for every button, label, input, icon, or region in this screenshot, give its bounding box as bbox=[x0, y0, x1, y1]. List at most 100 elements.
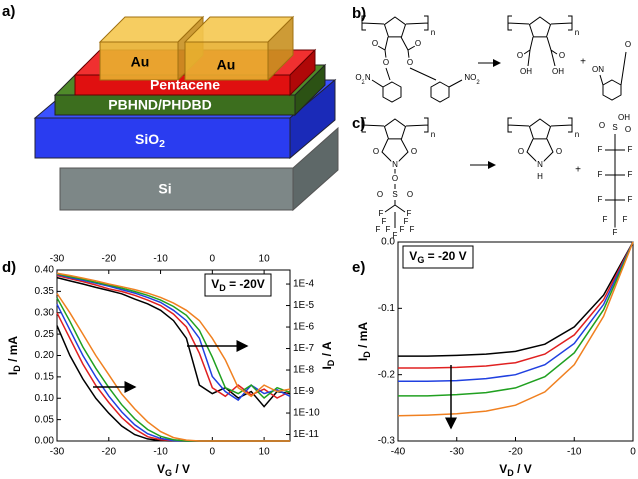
plus-sign: + bbox=[575, 165, 581, 176]
atom-label: F bbox=[407, 209, 412, 218]
y2-tick-label: 1E-9 bbox=[293, 386, 315, 397]
plus-sign: + bbox=[580, 57, 586, 68]
y-tick-label: 0.25 bbox=[35, 329, 55, 340]
annotation-part: V bbox=[211, 277, 219, 291]
panel-label: a) bbox=[2, 3, 15, 20]
x-top-tick-label: 10 bbox=[259, 254, 271, 265]
annotation-part: D bbox=[219, 283, 226, 293]
annotation: VG = -20 V bbox=[409, 249, 466, 265]
series-line bbox=[56, 293, 290, 442]
x-tick-label: -20 bbox=[508, 447, 523, 458]
atom-label: F bbox=[598, 195, 603, 204]
series-line bbox=[398, 241, 634, 369]
annotation-box bbox=[402, 245, 474, 269]
y-axis-label: ID / mA bbox=[356, 322, 372, 362]
atom-label: F bbox=[393, 231, 398, 240]
x-top-tick-label: -20 bbox=[102, 254, 117, 265]
scheme-c-bonds bbox=[361, 117, 625, 228]
panel-label: c) bbox=[352, 115, 365, 132]
y2-tick-label: 1E-7 bbox=[293, 343, 315, 354]
y2-axis-label-part: I bbox=[320, 366, 334, 369]
atom-label: O bbox=[556, 147, 562, 156]
series-line bbox=[397, 241, 634, 417]
y-axis-label-part: I bbox=[6, 372, 20, 375]
x-axis-label-part: V bbox=[157, 462, 165, 476]
plot-arrows bbox=[93, 340, 457, 430]
layer-label: PBHND/PHDBD bbox=[108, 97, 211, 113]
annotation-part: = -20V bbox=[226, 277, 265, 291]
atom-label: O bbox=[407, 190, 413, 199]
y2-axis-label-part: / A bbox=[320, 341, 334, 360]
x-axis-label: VG / V bbox=[157, 462, 190, 478]
atom-label: O bbox=[377, 190, 383, 199]
atom-label: O bbox=[415, 39, 421, 48]
atom-label: F bbox=[382, 217, 387, 226]
atom-label: O bbox=[559, 51, 565, 60]
annotation-part: = -20 V bbox=[424, 249, 466, 263]
y-tick-label: 0.20 bbox=[35, 350, 55, 361]
panel-label: d) bbox=[2, 259, 16, 276]
annotation-part: V bbox=[409, 249, 417, 263]
x-tick-label: -40 bbox=[391, 447, 406, 458]
atom-label: F bbox=[628, 195, 633, 204]
layer-label: Si bbox=[158, 181, 171, 197]
annotation-part: G bbox=[417, 255, 424, 265]
atom-label: n bbox=[431, 130, 435, 139]
atom-label: F bbox=[613, 228, 618, 237]
annotation: VD = -20V bbox=[211, 277, 265, 293]
y-axis-label-part: D bbox=[362, 351, 372, 358]
x-axis-label-part: / V bbox=[514, 462, 532, 476]
y-tick-label: -0.1 bbox=[378, 303, 396, 314]
atom-label: F bbox=[410, 225, 415, 234]
y-axis-label-part: / mA bbox=[6, 336, 20, 366]
series-line bbox=[56, 272, 291, 398]
atom-label: ON bbox=[592, 65, 604, 74]
y-tick-label: -0.3 bbox=[378, 436, 396, 447]
y-tick-label: 0.10 bbox=[35, 393, 55, 404]
series-line bbox=[56, 312, 290, 442]
x-axis-label: VD / V bbox=[499, 462, 532, 478]
y-tick-label: 0.35 bbox=[35, 286, 55, 297]
y2-tick-label: 1E-8 bbox=[293, 365, 315, 376]
atom-label: F bbox=[628, 145, 633, 154]
y2-tick-label: 1E-10 bbox=[293, 408, 320, 419]
atom-label: O bbox=[373, 147, 379, 156]
x-axis-label-part: G bbox=[165, 468, 172, 478]
x-tick-label: -10 bbox=[153, 447, 168, 458]
atom-label: F bbox=[603, 215, 608, 224]
atom-label: F bbox=[623, 215, 628, 224]
y-axis-label-part: I bbox=[356, 358, 370, 361]
atom-label: F bbox=[400, 225, 405, 234]
atom-label: OH bbox=[552, 67, 564, 76]
atom-label: S bbox=[612, 123, 617, 132]
atom-label: N bbox=[537, 160, 543, 169]
atom-label: O bbox=[599, 121, 605, 130]
y-axis-label: ID / mA bbox=[6, 336, 22, 376]
panel-label: b) bbox=[352, 5, 366, 22]
layer-label: Au bbox=[217, 57, 236, 73]
y-tick-label: -0.2 bbox=[378, 369, 396, 380]
x-axis-label-part: V bbox=[499, 462, 507, 476]
atom-label: F bbox=[386, 225, 391, 234]
series-line bbox=[56, 276, 291, 408]
y-tick-label: 0.00 bbox=[35, 436, 55, 447]
scheme-b-bonds bbox=[361, 15, 627, 103]
atom-label: H bbox=[537, 172, 543, 181]
layer-label: SiO2 bbox=[135, 131, 165, 150]
y-tick-label: 0.15 bbox=[35, 372, 55, 383]
panel-label: e) bbox=[352, 259, 365, 276]
atom-label: n bbox=[575, 130, 579, 139]
atom-label: F bbox=[379, 209, 384, 218]
y-axis-label-part: D bbox=[12, 365, 22, 372]
atom-label: F bbox=[404, 217, 409, 226]
atom-label: O bbox=[372, 39, 378, 48]
x-top-tick-label: 0 bbox=[210, 254, 216, 265]
x-top-tick-label: -10 bbox=[153, 254, 168, 265]
atom-label: F bbox=[376, 225, 381, 234]
atom-label: n bbox=[575, 28, 579, 37]
layer-label-part: SiO bbox=[135, 131, 159, 147]
series-line bbox=[398, 241, 634, 397]
y-axis-label-part: / mA bbox=[356, 322, 370, 352]
x-tick-label: 0 bbox=[630, 447, 636, 458]
